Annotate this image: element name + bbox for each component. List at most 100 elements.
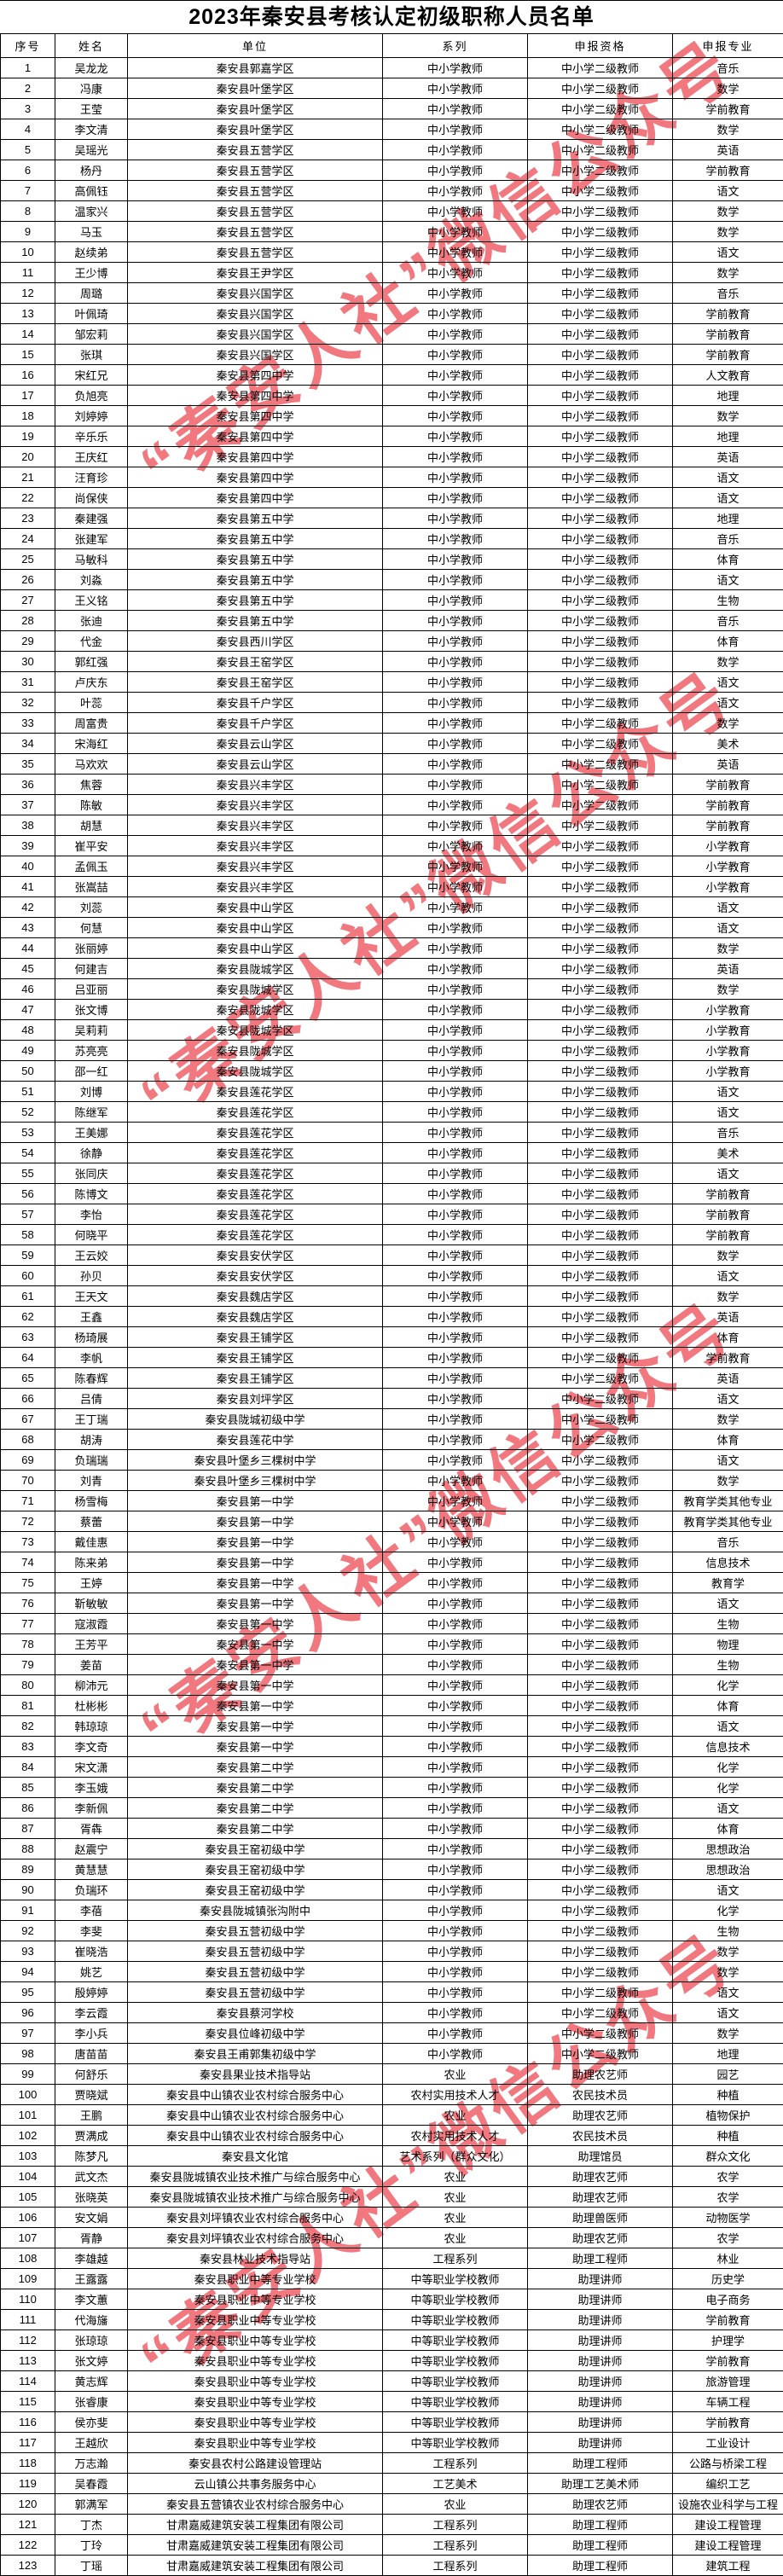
cell-no: 12 <box>1 283 55 304</box>
cell-major: 信息技术 <box>673 1552 783 1573</box>
cell-major: 种植 <box>673 2126 783 2146</box>
cell-unit: 秦安县魏店学区 <box>128 1286 383 1307</box>
cell-no: 85 <box>1 1778 55 1798</box>
cell-qualification: 助理讲师 <box>528 2371 673 2392</box>
cell-qualification: 中小学二级教师 <box>528 734 673 754</box>
cell-no: 45 <box>1 959 55 979</box>
cell-qualification: 中小学二级教师 <box>528 467 673 488</box>
cell-no: 80 <box>1 1675 55 1696</box>
cell-no: 48 <box>1 1020 55 1041</box>
cell-series: 中小学教师 <box>383 549 528 570</box>
cell-no: 114 <box>1 2371 55 2392</box>
cell-name: 王云姣 <box>55 1245 128 1266</box>
cell-major: 化学 <box>673 1675 783 1696</box>
cell-no: 105 <box>1 2187 55 2208</box>
cell-unit: 秦安县第四中学 <box>128 447 383 467</box>
cell-qualification: 助理讲师 <box>528 2289 673 2310</box>
cell-unit: 秦安县职业中等专业学校 <box>128 2433 383 2453</box>
cell-major: 语文 <box>673 467 783 488</box>
cell-name: 李文蕙 <box>55 2289 128 2310</box>
cell-name: 李文清 <box>55 119 128 140</box>
cell-unit: 秦安县第二中学 <box>128 1757 383 1778</box>
cell-qualification: 中小学二级教师 <box>528 1225 673 1245</box>
cell-qualification: 中小学二级教师 <box>528 815 673 836</box>
cell-unit: 秦安县魏店学区 <box>128 1307 383 1327</box>
cell-qualification: 中小学二级教师 <box>528 549 673 570</box>
cell-no: 117 <box>1 2433 55 2453</box>
cell-series: 中小学教师 <box>383 611 528 631</box>
cell-no: 61 <box>1 1286 55 1307</box>
cell-name: 马玉 <box>55 222 128 242</box>
cell-no: 122 <box>1 2535 55 2556</box>
cell-name: 温家兴 <box>55 201 128 222</box>
cell-qualification: 中小学二级教师 <box>528 1880 673 1900</box>
cell-no: 4 <box>1 119 55 140</box>
cell-unit: 秦安县西川学区 <box>128 631 383 652</box>
cell-qualification: 中小学二级教师 <box>528 795 673 815</box>
cell-series: 中等职业学校教师 <box>383 2269 528 2289</box>
cell-unit: 秦安县第一中学 <box>128 1716 383 1737</box>
cell-no: 60 <box>1 1266 55 1286</box>
cell-no: 108 <box>1 2248 55 2269</box>
cell-unit: 秦安县第五中学 <box>128 549 383 570</box>
cell-qualification: 助理工程师 <box>528 2515 673 2535</box>
cell-no: 49 <box>1 1041 55 1061</box>
cell-major: 小学教育 <box>673 877 783 897</box>
cell-name: 刘青 <box>55 1471 128 1491</box>
cell-series: 中小学教师 <box>383 1307 528 1327</box>
cell-name: 张文博 <box>55 1000 128 1020</box>
cell-name: 张丽婷 <box>55 938 128 959</box>
cell-unit: 秦安县陇城学区 <box>128 979 383 1000</box>
cell-qualification: 中小学二级教师 <box>528 1696 673 1716</box>
cell-name: 靳敏敏 <box>55 1593 128 1614</box>
table-header-row: 序号 姓名 单位 系列 申报资格 申报专业 <box>1 34 783 58</box>
cell-name: 尚保侠 <box>55 488 128 508</box>
cell-unit: 秦安县刘坪镇农业农村综合服务中心 <box>128 2228 383 2248</box>
cell-qualification: 中小学二级教师 <box>528 1123 673 1143</box>
cell-major: 农学 <box>673 2228 783 2248</box>
cell-unit: 秦安县兴丰学区 <box>128 815 383 836</box>
cell-qualification: 中小学二级教师 <box>528 1982 673 2003</box>
cell-series: 中小学教师 <box>383 1266 528 1286</box>
cell-qualification: 中小学二级教师 <box>528 1491 673 1511</box>
cell-series: 中小学教师 <box>383 2044 528 2064</box>
cell-qualification: 中小学二级教师 <box>528 222 673 242</box>
cell-series: 中小学教师 <box>383 1082 528 1102</box>
cell-major: 体育 <box>673 549 783 570</box>
cell-major: 语文 <box>673 918 783 938</box>
cell-no: 95 <box>1 1982 55 2003</box>
cell-no: 98 <box>1 2044 55 2064</box>
cell-qualification: 中小学二级教师 <box>528 713 673 734</box>
cell-series: 中小学教师 <box>383 160 528 181</box>
cell-name: 胡慧 <box>55 815 128 836</box>
cell-name: 胡涛 <box>55 1430 128 1450</box>
cell-no: 24 <box>1 529 55 549</box>
cell-qualification: 中小学二级教师 <box>528 1020 673 1041</box>
cell-major: 数学 <box>673 222 783 242</box>
cell-qualification: 中小学二级教师 <box>528 345 673 365</box>
cell-name: 姚艺 <box>55 1962 128 1982</box>
cell-qualification: 中小学二级教师 <box>528 1737 673 1757</box>
cell-series: 中小学教师 <box>383 1778 528 1798</box>
cell-unit: 秦安县第一中学 <box>128 1634 383 1655</box>
cell-no: 9 <box>1 222 55 242</box>
column-header-unit: 单位 <box>128 34 383 58</box>
cell-unit: 秦安县兴国学区 <box>128 345 383 365</box>
cell-major: 体育 <box>673 1430 783 1450</box>
cell-name: 王丁瑞 <box>55 1409 128 1430</box>
cell-qualification: 中小学二级教师 <box>528 58 673 78</box>
cell-series: 中小学教师 <box>383 1511 528 1532</box>
cell-major: 植物保护 <box>673 2105 783 2126</box>
